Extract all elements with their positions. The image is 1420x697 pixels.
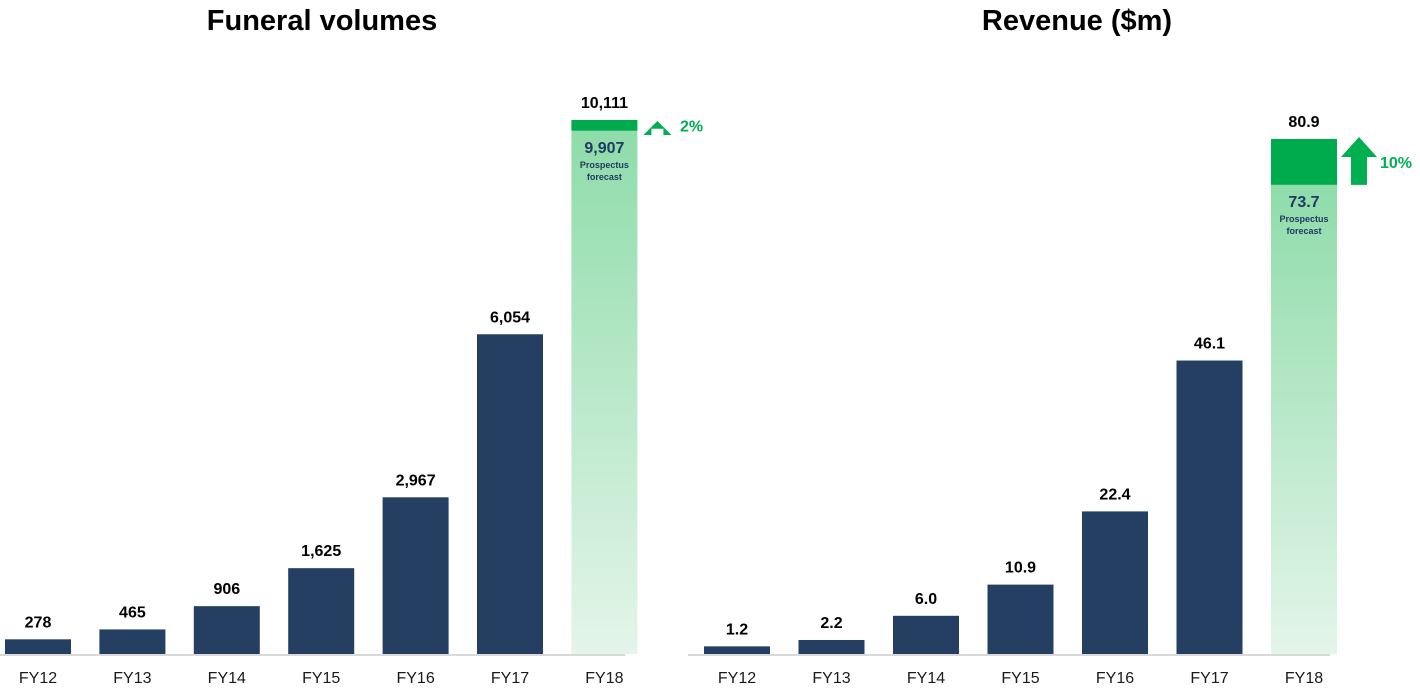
outperformance-band	[571, 120, 638, 131]
category-label: FY17	[1190, 670, 1228, 687]
arrow-up-icon	[1341, 137, 1377, 185]
category-label: FY15	[302, 670, 340, 687]
value-label: 46.1	[1194, 336, 1225, 353]
category-label: FY18	[1285, 670, 1323, 687]
growth-percent-label: 10%	[1380, 155, 1412, 172]
value-label: 2,967	[396, 472, 436, 489]
bar	[987, 584, 1054, 654]
value-label: 1,625	[301, 543, 341, 560]
category-label: FY14	[907, 670, 945, 687]
category-label: FY12	[19, 670, 57, 687]
category-label: FY12	[718, 670, 756, 687]
forecast-note-line1: Prospectus	[580, 160, 629, 170]
forecast-bar	[1271, 184, 1337, 655]
value-label: 6.0	[915, 591, 937, 608]
outperformance-band	[1271, 139, 1337, 185]
bar	[288, 568, 355, 654]
revenue-plot: 1.2 FY12 2.2 FY13 6.0 FY14 10.9 FY15 22.4 FY16 46.…	[688, 114, 1412, 687]
value-label: 22.4	[1099, 486, 1130, 503]
category-label: FY13	[812, 670, 850, 687]
value-label: 10,111	[581, 95, 628, 112]
value-label: 10.9	[1005, 560, 1036, 577]
forecast-note-line1: Prospectus	[1279, 214, 1328, 224]
forecast-bar	[571, 130, 638, 655]
bar	[5, 639, 71, 654]
value-label: 465	[119, 604, 146, 621]
forecast-note-line2: forecast	[1286, 226, 1321, 236]
bar	[893, 615, 959, 654]
bar	[1082, 511, 1148, 654]
value-label: 2.2	[820, 615, 842, 632]
category-label: FY17	[491, 670, 529, 687]
bar	[798, 639, 865, 654]
category-label: FY15	[1001, 670, 1039, 687]
bar	[193, 606, 260, 654]
bar	[704, 646, 770, 654]
funeral-volumes-chart: Funeral volumes 278 FY12 465 FY13 906 FY14 1,6…	[0, 5, 703, 687]
value-label: 80.9	[1288, 114, 1319, 131]
value-label: 6,054	[490, 309, 530, 326]
arrow-up-icon	[643, 121, 672, 135]
forecast-note-line2: forecast	[587, 172, 622, 182]
funeral-volumes-plot: 278 FY12 465 FY13 906 FY14 1,625 FY15 2,967 FY16 6…	[0, 95, 703, 687]
revenue-chart: Revenue ($m) 1.2 FY12 2.2 FY13 6.0 FY14 10.9 FY…	[688, 5, 1412, 687]
bar	[1176, 360, 1243, 654]
chart-title: Funeral volumes	[207, 5, 437, 37]
bar	[99, 629, 166, 654]
chart-title: Revenue ($m)	[982, 5, 1172, 37]
growth-percent-label: 2%	[680, 118, 703, 135]
value-label: 1.2	[726, 621, 748, 638]
category-label: FY16	[1096, 670, 1134, 687]
bar	[382, 497, 449, 654]
forecast-value-label: 9,907	[584, 140, 624, 157]
bar	[477, 334, 543, 654]
forecast-value-label: 73.7	[1288, 194, 1319, 211]
value-label: 278	[25, 614, 52, 631]
category-label: FY13	[113, 670, 151, 687]
category-label: FY16	[396, 670, 434, 687]
category-label: FY14	[208, 670, 246, 687]
category-label: FY18	[585, 670, 623, 687]
value-label: 906	[213, 581, 240, 598]
